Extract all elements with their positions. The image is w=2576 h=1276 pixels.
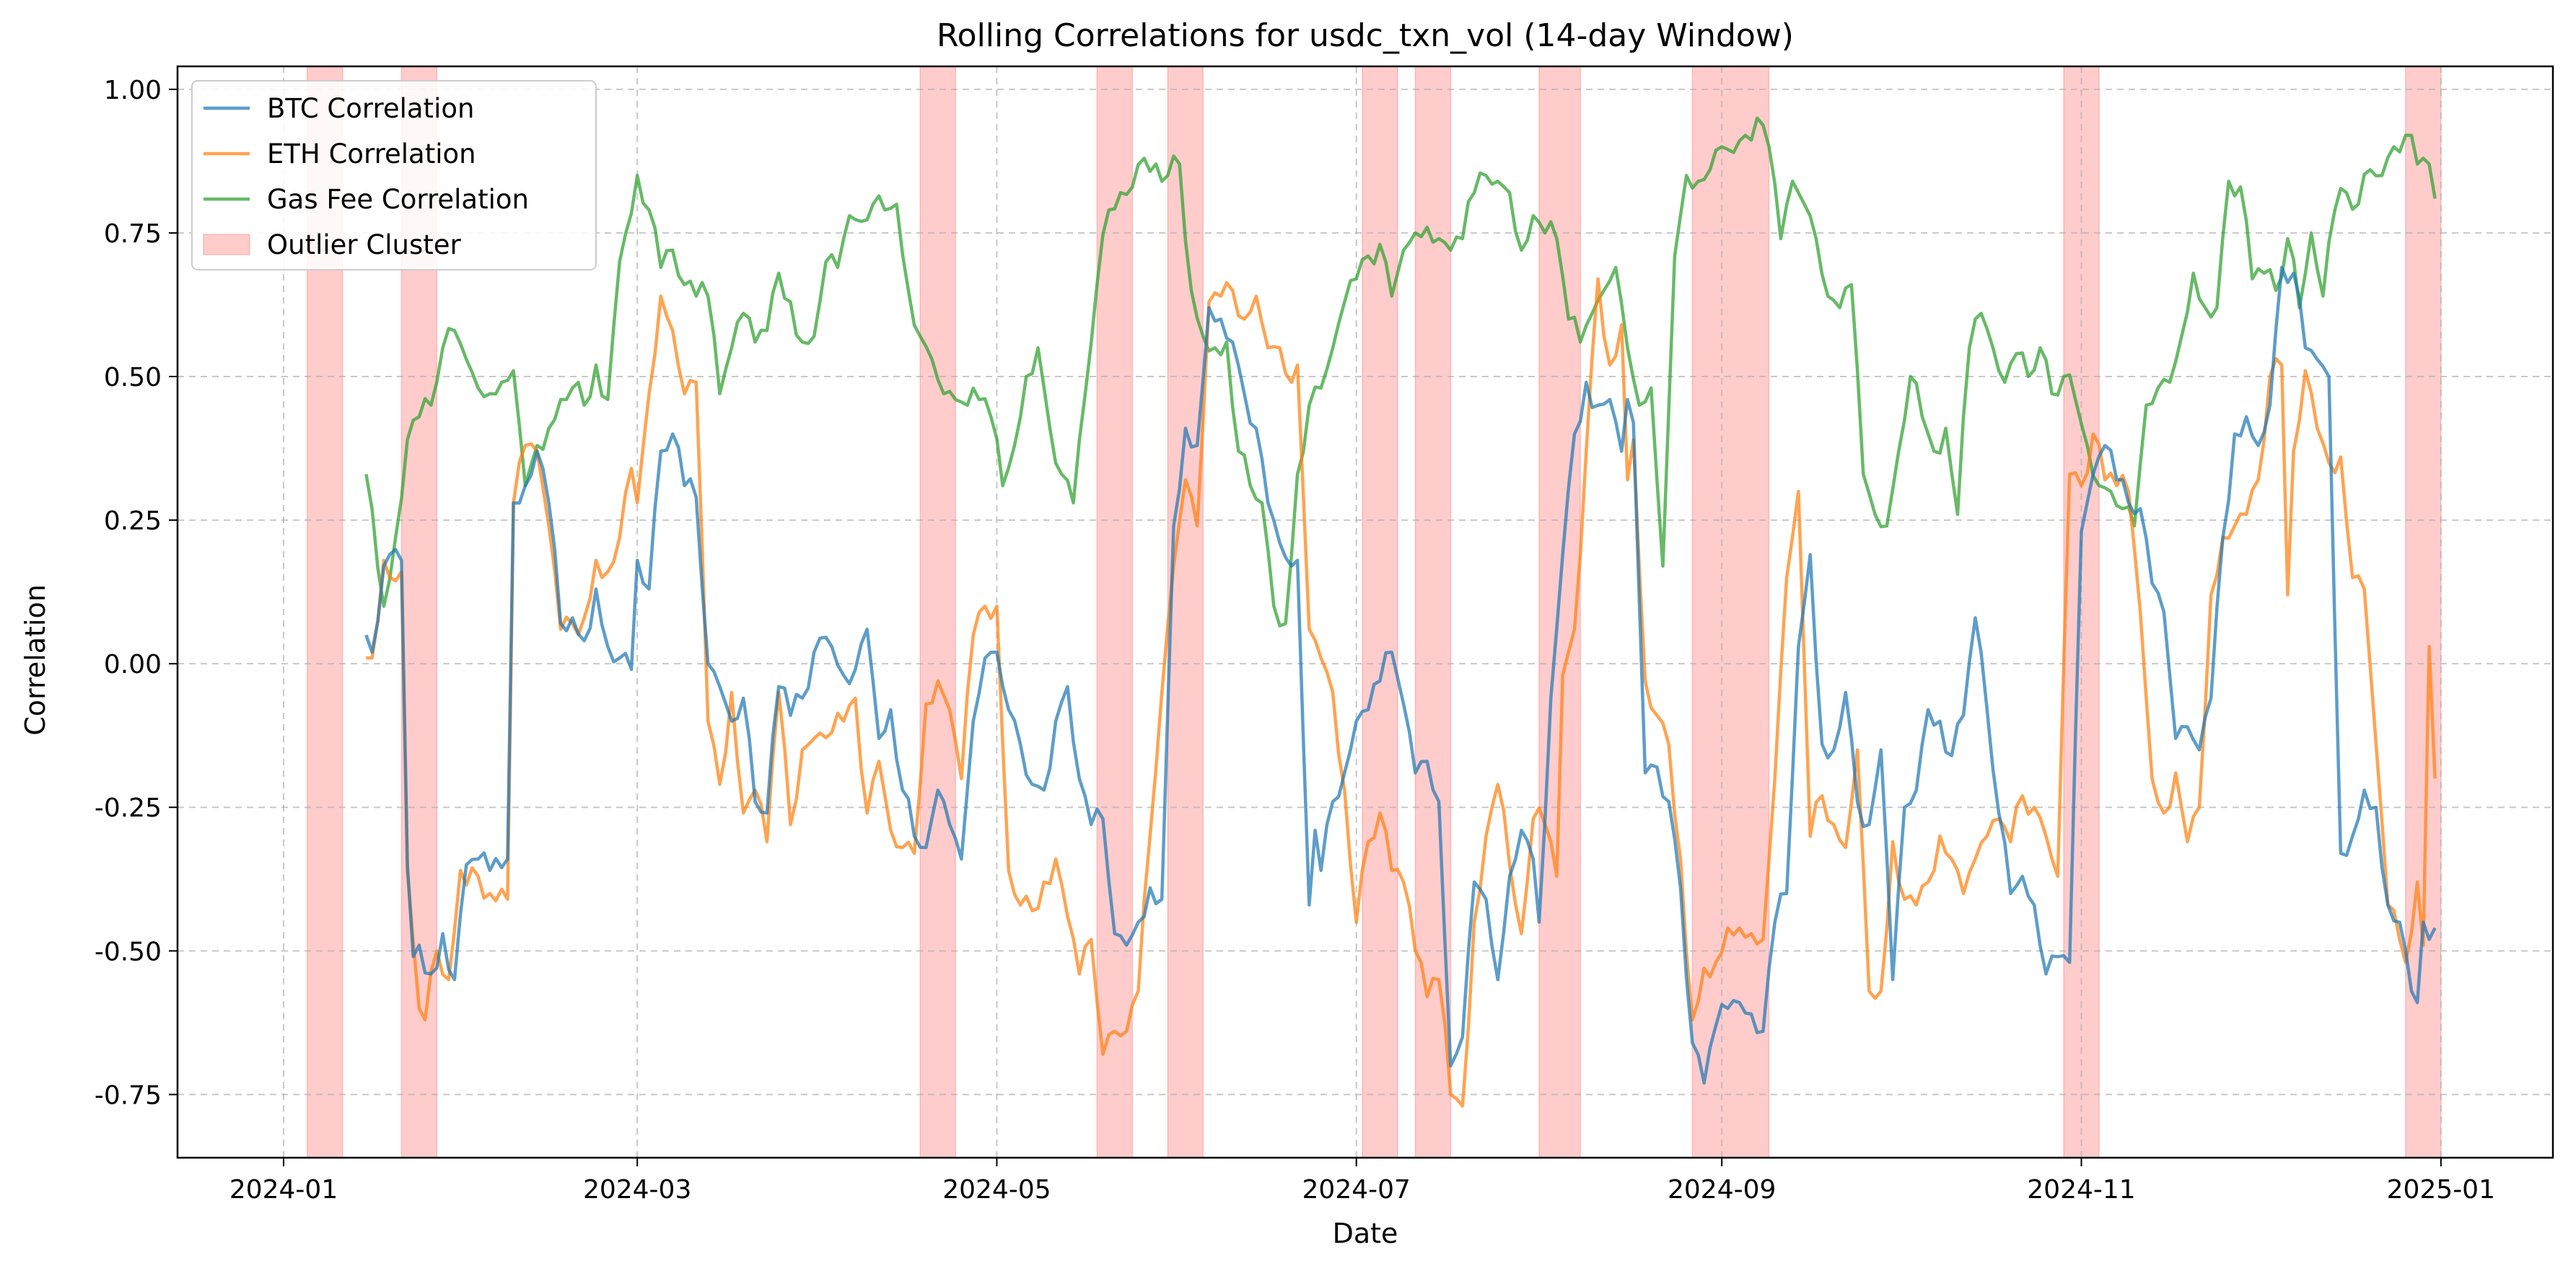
y-tick-label: -0.50 [95, 937, 162, 967]
outlier-cluster-band [2405, 66, 2442, 1158]
outlier-cluster-band [1414, 66, 1452, 1158]
chart-title: Rolling Correlations for usdc_txn_vol (1… [937, 17, 1794, 54]
legend-label: ETH Correlation [267, 138, 476, 170]
x-tick-label: 2024-09 [1668, 1175, 1776, 1205]
outlier-cluster-band [919, 66, 957, 1158]
x-tick-label: 2024-03 [583, 1175, 691, 1205]
y-tick-label: 0.25 [104, 506, 162, 536]
y-tick-label: -0.25 [95, 793, 162, 823]
legend-label: BTC Correlation [267, 93, 474, 124]
x-tick-label: 2024-05 [942, 1175, 1051, 1205]
legend-label: Outlier Cluster [267, 229, 461, 260]
legend-label: Gas Fee Correlation [267, 184, 529, 215]
y-tick-label: -0.75 [95, 1081, 162, 1110]
y-tick-label: 0.75 [104, 219, 162, 249]
outlier-cluster-band [1096, 66, 1134, 1158]
plot-area: -0.75 -0.50 -0.25 0.00 0.25 0.50 0.75 1.00 2024-… [95, 65, 2554, 1205]
legend-box [191, 80, 597, 270]
y-tick-label: 0.00 [104, 650, 162, 679]
x-tick-label: 2024-11 [2027, 1175, 2135, 1205]
y-axis-label: Correlation [19, 584, 51, 736]
x-tick-label: 2024-07 [1302, 1175, 1411, 1205]
y-tick-label: 1.00 [104, 76, 162, 105]
series-line-eth [366, 277, 2437, 1108]
axes-frame [176, 65, 2554, 1159]
x-axis-label: Date [1333, 1218, 1398, 1249]
outlier-cluster-band [1362, 66, 1398, 1158]
y-tick-label: 0.50 [104, 363, 162, 392]
outlier-cluster-band [1691, 66, 1770, 1158]
legend: BTC Correlation ETH Correlation Gas Fee Co… [191, 80, 597, 270]
x-tick-label: 2024-01 [229, 1175, 338, 1205]
legend-swatch [203, 234, 250, 255]
x-tick-label: 2025-01 [2387, 1175, 2495, 1205]
series-line-btc [364, 265, 2437, 1085]
